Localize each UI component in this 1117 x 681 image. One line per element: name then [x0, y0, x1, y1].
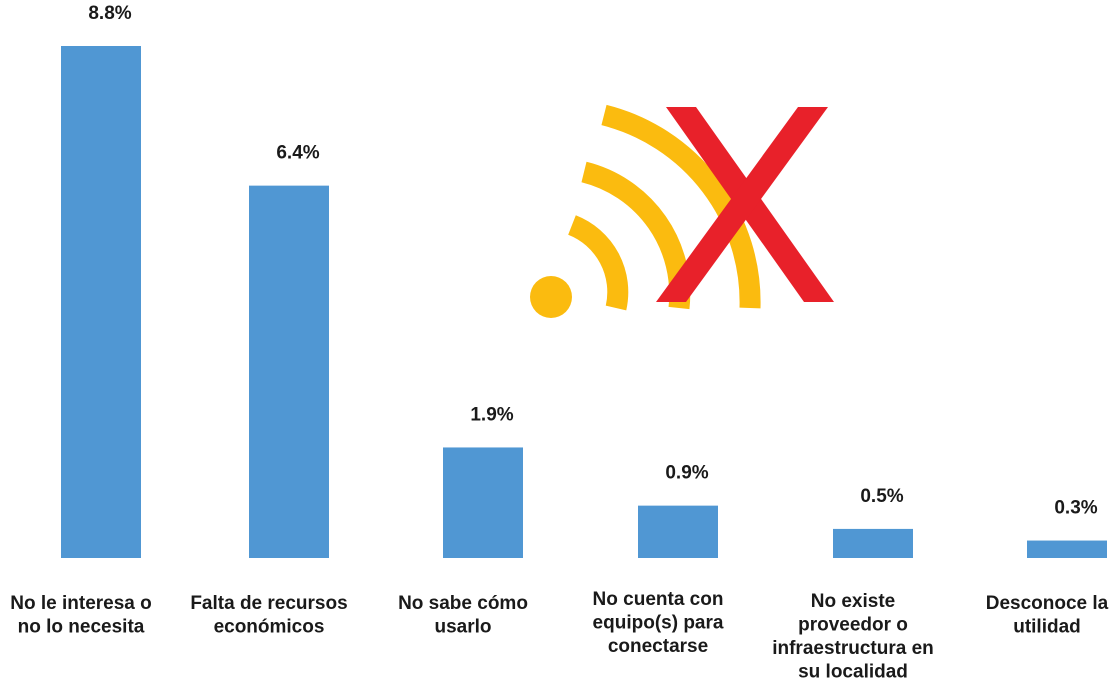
bar-value-label: 6.4%: [276, 143, 319, 164]
category-label: Falta de recursos económicos: [190, 593, 347, 638]
wifi-arc-outer: [601, 104, 761, 309]
bar: [249, 185, 329, 559]
bar: [443, 447, 523, 558]
bar: [61, 46, 141, 558]
category-label-line: conectarse: [608, 636, 708, 657]
value-labels-group: 8.8% 6.4% 1.9% 0.9% 0.5% 0.3%: [88, 3, 1097, 519]
category-label-line: No cuenta con: [593, 589, 724, 610]
bar-value-label: 0.3%: [1054, 498, 1097, 519]
category-label-line: Desconoce la: [986, 593, 1109, 614]
category-label: No sabe cómo usarlo: [398, 593, 528, 638]
bar-value-label: 8.8%: [88, 3, 131, 24]
cross-stroke-2: [656, 107, 828, 302]
category-label-line: económicos: [214, 617, 325, 638]
bar: [833, 528, 913, 558]
category-label: No cuenta con equipo(s) para conectarse: [593, 589, 724, 657]
bar: [1027, 540, 1107, 558]
category-label: Desconoce la utilidad: [986, 593, 1109, 638]
bar: [638, 505, 718, 558]
bar-value-label: 1.9%: [470, 404, 513, 425]
category-label-line: su localidad: [798, 662, 908, 681]
category-label-line: No existe: [811, 591, 895, 612]
category-label: No existe proveedor o infraestructura en su…: [772, 591, 934, 681]
bar-value-label: 0.5%: [860, 486, 903, 507]
category-label-line: proveedor o: [798, 615, 908, 636]
wifi-no-signal-icon: [530, 104, 834, 318]
category-label-line: No le interesa o: [10, 593, 152, 614]
bar-value-label: 0.9%: [665, 463, 708, 484]
category-label-line: infraestructura en: [772, 638, 934, 659]
category-label: No le interesa o no lo necesita: [10, 593, 152, 638]
wifi-arc-inner: [567, 215, 629, 311]
category-label-line: usarlo: [434, 617, 491, 638]
category-labels-group: No le interesa o no lo necesita Falta de r…: [10, 589, 1108, 681]
bars-group: [61, 46, 1107, 559]
category-label-line: utilidad: [1013, 617, 1081, 638]
category-label-line: Falta de recursos: [190, 593, 347, 614]
category-label-line: no lo necesita: [18, 617, 145, 638]
wifi-dot: [530, 276, 572, 318]
category-label-line: equipo(s) para: [593, 613, 724, 634]
category-label-line: No sabe cómo: [398, 593, 528, 614]
